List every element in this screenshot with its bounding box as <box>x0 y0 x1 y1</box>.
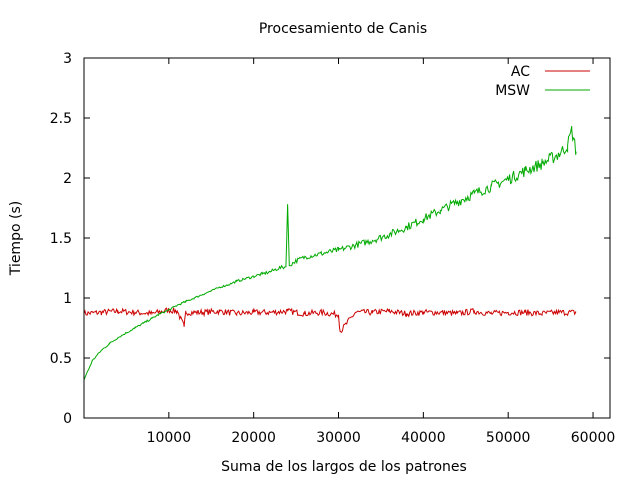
y-tick-label: 0.5 <box>50 351 72 367</box>
y-axis-label: Tiempo (s) <box>8 201 24 276</box>
y-tick-label: 1.5 <box>50 231 72 247</box>
legend-label-msw: MSW <box>495 83 530 99</box>
y-tick-label: 3 <box>63 51 72 67</box>
y-tick-label: 0 <box>63 411 72 427</box>
y-tick-label: 2 <box>63 171 72 187</box>
x-tick-label: 40000 <box>401 430 446 446</box>
x-tick-label: 10000 <box>147 430 192 446</box>
y-tick-label: 2.5 <box>50 111 72 127</box>
x-tick-label: 20000 <box>231 430 276 446</box>
series-line-msw <box>83 126 577 380</box>
x-axis-label: Suma de los largos de los patrones <box>221 459 467 475</box>
axis-ticks: 0 0.5 1 1.5 2 2.5 3 10000 20000 30000 40000 50000 60… <box>50 51 616 446</box>
y-tick-label: 1 <box>63 291 72 307</box>
plot-frame <box>83 57 611 419</box>
series-layer <box>83 126 577 380</box>
legend: AC MSW <box>495 64 590 99</box>
chart-title: Procesamiento de Canis <box>259 21 427 37</box>
x-tick-label: 60000 <box>571 430 616 446</box>
x-tick-label: 30000 <box>316 430 361 446</box>
x-tick-label: 50000 <box>486 430 531 446</box>
legend-label-ac: AC <box>511 64 530 80</box>
series-line-ac <box>83 307 577 334</box>
